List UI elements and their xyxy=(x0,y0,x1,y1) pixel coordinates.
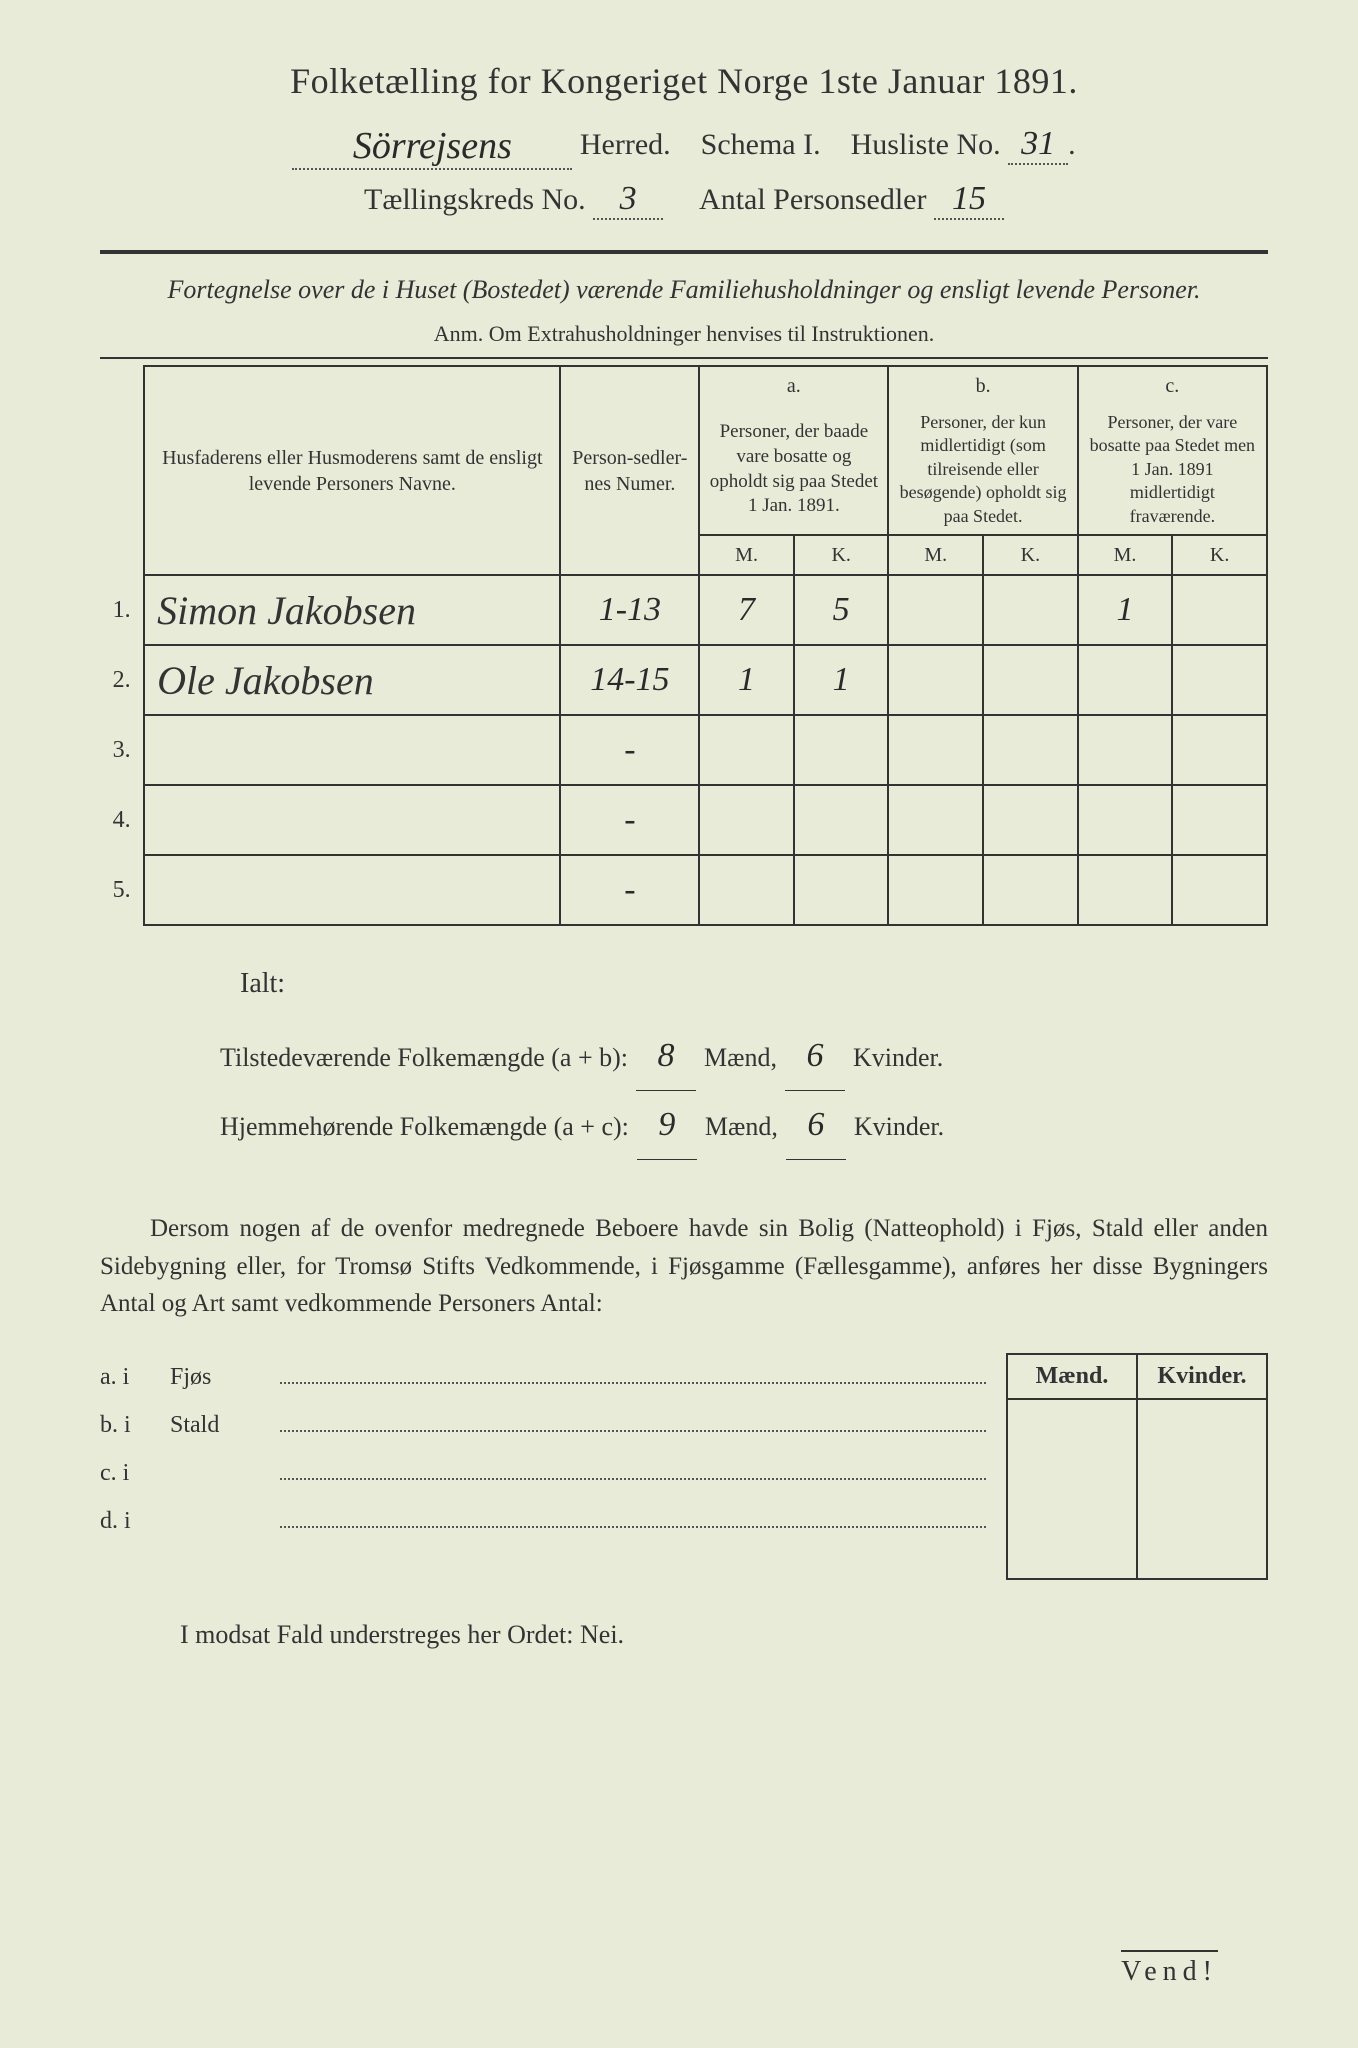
outbuilding-row: c. i xyxy=(100,1449,986,1497)
modsat-line: I modsat Fald understreges her Ordet: Ne… xyxy=(100,1620,1268,1650)
kvinder-label: Kvinder. xyxy=(854,1101,944,1153)
table-row: 5.- xyxy=(100,855,1267,925)
husliste-label: Husliste No. xyxy=(851,128,1001,161)
ialt-label: Ialt: xyxy=(240,956,1268,1012)
husliste-no: 31 xyxy=(1008,125,1068,165)
tilstede-k: 6 xyxy=(785,1022,845,1091)
col-header-names: Husfaderens eller Husmoderens samt de en… xyxy=(144,366,560,575)
kreds-label: Tællingskreds No. xyxy=(364,183,586,216)
col-desc-c: Personer, der vare bosatte paa Stedet me… xyxy=(1078,405,1267,535)
header-line-2: Sörrejsens Herred. Schema I. Husliste No… xyxy=(100,120,1268,166)
antal-label: Antal Personsedler xyxy=(699,183,926,216)
col-a-m: M. xyxy=(699,535,794,575)
vend-label: Vend! xyxy=(1121,1950,1218,1988)
page-title: Folketælling for Kongeriget Norge 1ste J… xyxy=(100,60,1268,102)
tilstede-label: Tilstedeværende Folkemængde (a + b): xyxy=(220,1032,628,1084)
tilstede-m: 8 xyxy=(636,1022,696,1091)
col-c-k: K. xyxy=(1172,535,1267,575)
divider xyxy=(100,357,1268,359)
herred-handwritten: Sörrejsens xyxy=(292,124,572,170)
maend-label: Mænd, xyxy=(704,1032,777,1084)
col-b-k: K. xyxy=(983,535,1078,575)
table-row: 3.- xyxy=(100,715,1267,785)
anm-note: Anm. Om Extrahusholdninger henvises til … xyxy=(100,321,1268,347)
outbuilding-mk-table: Mænd. Kvinder. xyxy=(1006,1353,1268,1580)
kreds-no: 3 xyxy=(593,180,663,220)
col-desc-b: Personer, der kun midlertidigt (som tilr… xyxy=(888,405,1077,535)
hjemme-k: 6 xyxy=(786,1091,846,1160)
outbuilding-row: a. iFjøs xyxy=(100,1353,986,1401)
outbuilding-row: d. i xyxy=(100,1497,986,1545)
col-letter-a: a. xyxy=(699,366,888,405)
outb-kvinder-header: Kvinder. xyxy=(1137,1354,1267,1399)
col-letter-b: b. xyxy=(888,366,1077,405)
herred-label: Herred. xyxy=(580,128,671,161)
schema-label: Schema I. xyxy=(701,128,821,161)
col-desc-a: Personer, der baade vare bosatte og opho… xyxy=(699,405,888,535)
table-row: 4.- xyxy=(100,785,1267,855)
col-a-k: K. xyxy=(794,535,889,575)
col-letter-c: c. xyxy=(1078,366,1267,405)
kvinder-label: Kvinder. xyxy=(853,1032,943,1084)
col-c-m: M. xyxy=(1078,535,1173,575)
hjemme-m: 9 xyxy=(637,1091,697,1160)
main-table: Husfaderens eller Husmoderens samt de en… xyxy=(100,365,1268,926)
divider xyxy=(100,250,1268,254)
table-row: 2.Ole Jakobsen14-1511 xyxy=(100,645,1267,715)
outbuilding-paragraph: Dersom nogen af de ovenfor medregnede Be… xyxy=(100,1210,1268,1323)
col-header-numer: Person-sedler-nes Numer. xyxy=(560,366,699,575)
antal-val: 15 xyxy=(934,180,1004,220)
col-b-m: M. xyxy=(888,535,983,575)
header-line-3: Tællingskreds No. 3 Antal Personsedler 1… xyxy=(100,180,1268,220)
outb-maend-header: Mænd. xyxy=(1007,1354,1137,1399)
outbuilding-section: a. iFjøsb. iStaldc. id. i Mænd. Kvinder. xyxy=(100,1353,1268,1580)
hjemme-label: Hjemmehørende Folkemængde (a + c): xyxy=(220,1101,629,1153)
totals-section: Ialt: Tilstedeværende Folkemængde (a + b… xyxy=(220,956,1268,1160)
table-row: 1.Simon Jakobsen1-13751 xyxy=(100,575,1267,645)
maend-label: Mænd, xyxy=(705,1101,778,1153)
outbuilding-row: b. iStald xyxy=(100,1401,986,1449)
subheading: Fortegnelse over de i Huset (Bostedet) v… xyxy=(100,272,1268,307)
